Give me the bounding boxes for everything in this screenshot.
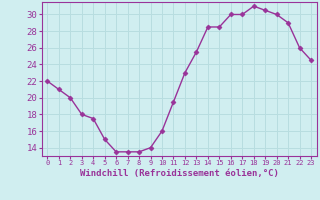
X-axis label: Windchill (Refroidissement éolien,°C): Windchill (Refroidissement éolien,°C)	[80, 169, 279, 178]
